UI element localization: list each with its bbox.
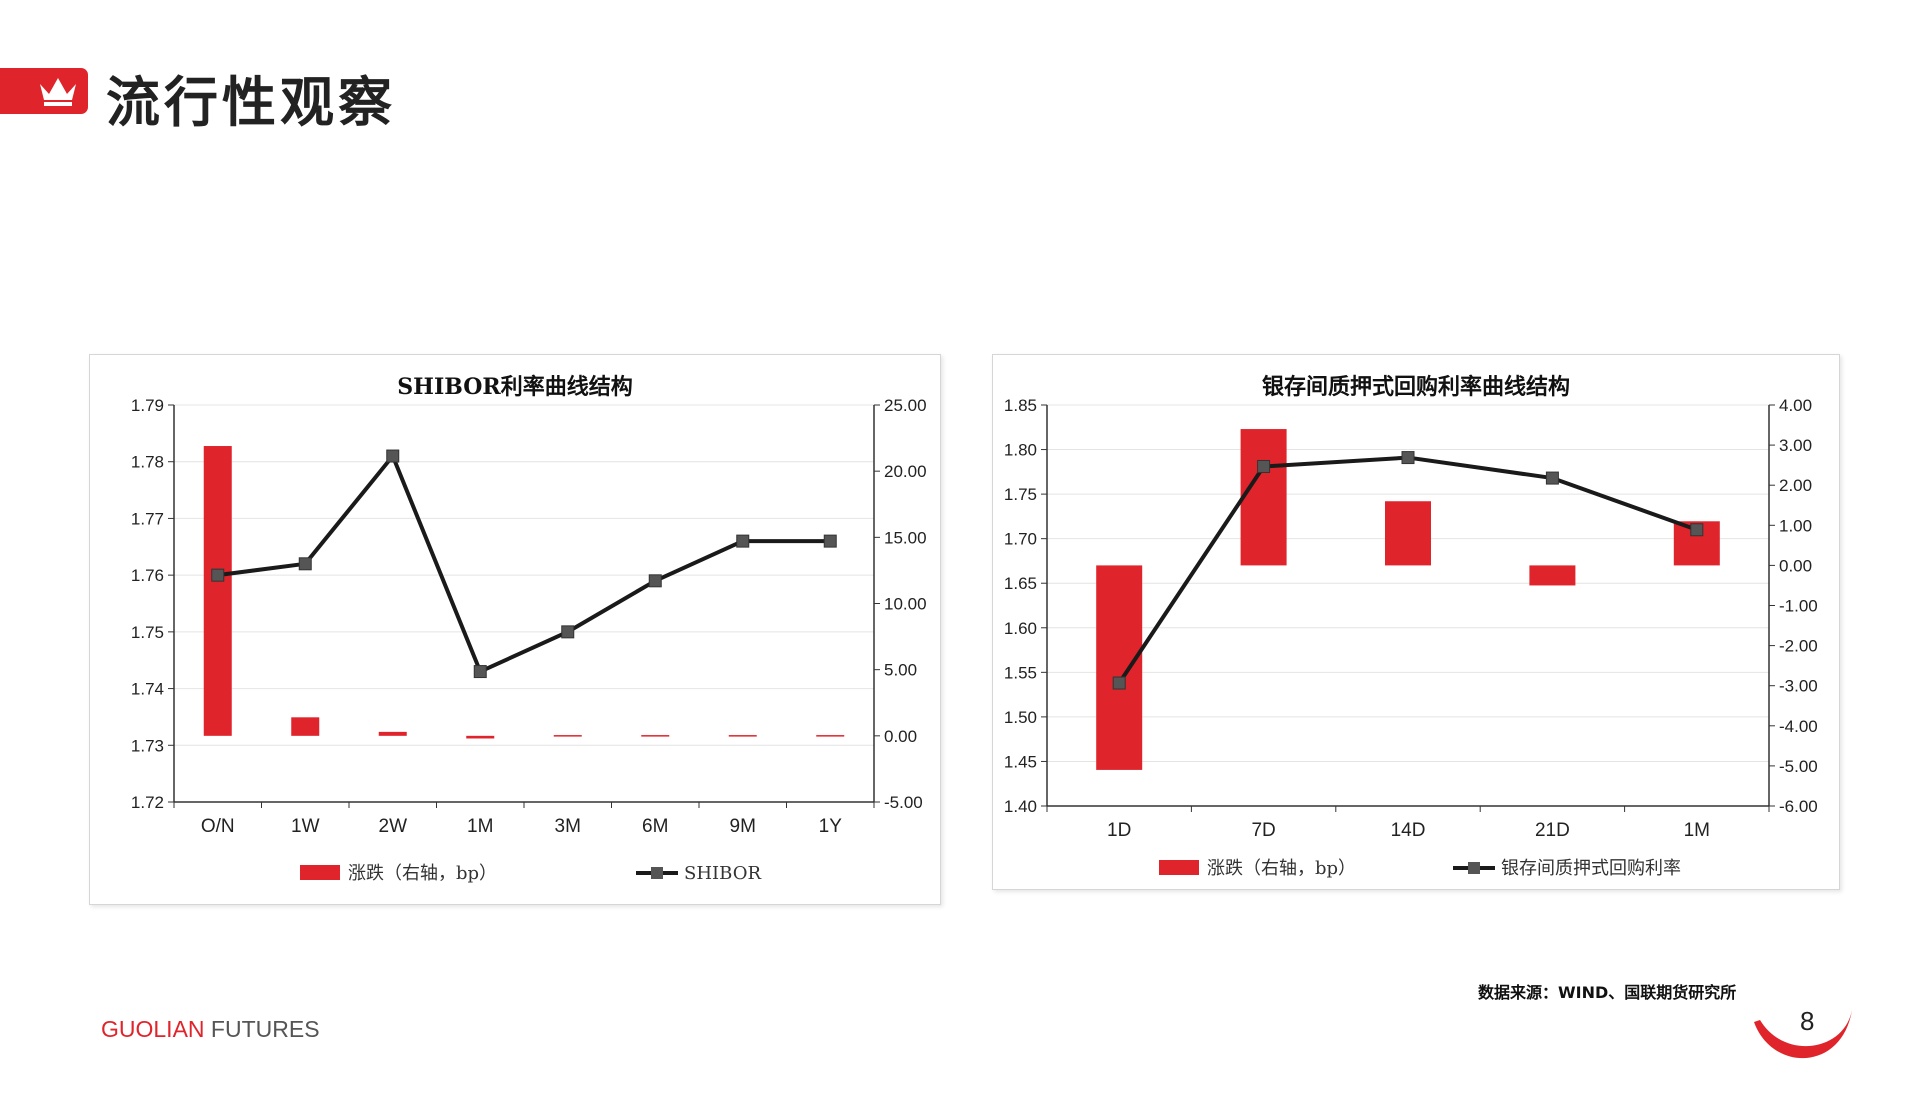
brand-logo: GUOLIAN FUTURES <box>101 1016 320 1043</box>
repo-chart: 1.85 1.80 1.75 1.70 1.65 1.60 1.55 1.50 1.45 1.40… <box>1004 396 1818 879</box>
legend-bar-swatch <box>1159 860 1199 875</box>
legend-line-label: SHIBOR <box>684 863 761 884</box>
legend-line-marker <box>651 867 663 879</box>
line-point <box>736 534 750 548</box>
left-tick-label: 1.77 <box>131 509 164 528</box>
legend-line-label: 银存间质押式回购利率 <box>1501 858 1681 879</box>
right-tick-label: 5.00 <box>884 661 917 680</box>
left-tick-label: 1.78 <box>131 453 164 472</box>
right-tick-label: 4.00 <box>1779 396 1812 415</box>
bar <box>728 735 757 737</box>
right-tick-label: 10.00 <box>884 595 927 614</box>
x-tick-label: 2W <box>379 816 408 837</box>
legend-bar-label: 涨跌（右轴，bp） <box>348 863 497 884</box>
line-point <box>386 449 400 463</box>
series-line <box>1117 455 1698 685</box>
crown-icon <box>40 78 76 106</box>
right-tick-label: 3.00 <box>1779 436 1812 455</box>
right-tick-label: 1.00 <box>1779 516 1812 535</box>
line-point <box>473 665 487 679</box>
bar <box>553 735 582 737</box>
left-tick-label: 1.75 <box>131 623 164 642</box>
line-point <box>298 557 312 571</box>
line-point <box>1545 471 1559 485</box>
legend-bar-label: 涨跌（右轴，bp） <box>1207 858 1356 879</box>
x-tick-label: 1M <box>1684 820 1710 841</box>
x-tick-label: 1D <box>1107 820 1131 841</box>
left-tick-label: 1.79 <box>131 396 164 415</box>
chart-panel-shibor: SHIBOR利率曲线结构 1.79 1.78 1.77 1.76 1.75 1.74 1.7… <box>89 354 941 905</box>
right-tick-label: 25.00 <box>884 396 927 415</box>
series-line <box>217 454 831 674</box>
chart-panel-repo: 银存间质押式回购利率曲线结构 1.85 1.80 1.75 1.70 1.65 1.60 1… <box>992 354 1840 890</box>
right-tick-label: -2.00 <box>1779 637 1818 656</box>
left-tick-label: 1.40 <box>1004 797 1037 816</box>
left-tick-label: 1.72 <box>131 793 164 812</box>
source-note: 数据来源：WIND、国联期货研究所 <box>1478 983 1737 1002</box>
bar <box>203 446 232 736</box>
line-point <box>1690 523 1704 537</box>
x-tick-label: 9M <box>730 816 756 837</box>
line-point <box>1112 676 1126 690</box>
left-tick-label: 1.60 <box>1004 619 1037 638</box>
right-tick-label: -3.00 <box>1779 677 1818 696</box>
left-tick-label: 1.75 <box>1004 485 1037 504</box>
bar <box>378 731 407 736</box>
left-tick-label: 1.76 <box>131 566 164 585</box>
bar <box>641 735 670 737</box>
bar <box>466 735 495 739</box>
right-tick-label: -1.00 <box>1779 597 1818 616</box>
line-point <box>1257 459 1271 473</box>
x-tick-label: 1W <box>291 816 320 837</box>
left-tick-label: 1.65 <box>1004 574 1037 593</box>
left-tick-label: 1.50 <box>1004 708 1037 727</box>
x-tick-label: 1Y <box>819 816 843 837</box>
x-tick-label: O/N <box>201 816 235 837</box>
chart-title: 银存间质押式回购利率曲线结构 <box>1261 374 1570 400</box>
right-tick-label: 20.00 <box>884 462 927 481</box>
right-tick-label: -5.00 <box>884 793 923 812</box>
page-number-swoosh-icon <box>1754 1010 1852 1059</box>
x-tick-label: 6M <box>642 816 668 837</box>
right-tick-label: 0.00 <box>1779 556 1812 575</box>
right-tick-label: -6.00 <box>1779 797 1818 816</box>
bar <box>1096 565 1143 770</box>
shibor-chart: 1.79 1.78 1.77 1.76 1.75 1.74 1.73 1.72 25.00 20.… <box>131 396 927 884</box>
x-tick-label: 3M <box>555 816 581 837</box>
page-title: 流行性观察 <box>106 71 396 134</box>
header-badge <box>0 68 88 114</box>
chart-title: SHIBOR利率曲线结构 <box>397 374 633 400</box>
left-tick-label: 1.55 <box>1004 663 1037 682</box>
left-tick-label: 1.45 <box>1004 752 1037 771</box>
right-tick-label: 2.00 <box>1779 476 1812 495</box>
left-tick-label: 1.74 <box>131 680 164 699</box>
bar <box>816 735 845 737</box>
bar <box>1529 565 1576 586</box>
legend-line-marker <box>1468 862 1480 874</box>
line-point <box>561 625 575 639</box>
line-point <box>211 568 225 582</box>
x-tick-label: 14D <box>1391 820 1426 841</box>
page-number: 8 <box>1800 1006 1815 1036</box>
line-point <box>823 534 837 548</box>
right-tick-label: -4.00 <box>1779 717 1818 736</box>
right-tick-label: 15.00 <box>884 528 927 547</box>
left-tick-label: 1.80 <box>1004 441 1037 460</box>
left-tick-label: 1.73 <box>131 736 164 755</box>
bar <box>1240 429 1287 566</box>
x-tick-label: 1M <box>467 816 493 837</box>
brand-part1: GUOLIAN <box>101 1016 205 1042</box>
right-tick-label: -5.00 <box>1779 757 1818 776</box>
legend-bar-swatch <box>300 865 340 880</box>
x-tick-label: 21D <box>1535 820 1570 841</box>
bar <box>1385 501 1431 566</box>
line-point <box>1401 451 1415 465</box>
right-tick-label: 0.00 <box>884 727 917 746</box>
left-tick-label: 1.70 <box>1004 530 1037 549</box>
bar <box>291 717 320 736</box>
x-tick-label: 7D <box>1251 820 1275 841</box>
line-point <box>648 574 662 588</box>
brand-part2: FUTURES <box>204 1016 320 1042</box>
left-tick-label: 1.85 <box>1004 396 1037 415</box>
